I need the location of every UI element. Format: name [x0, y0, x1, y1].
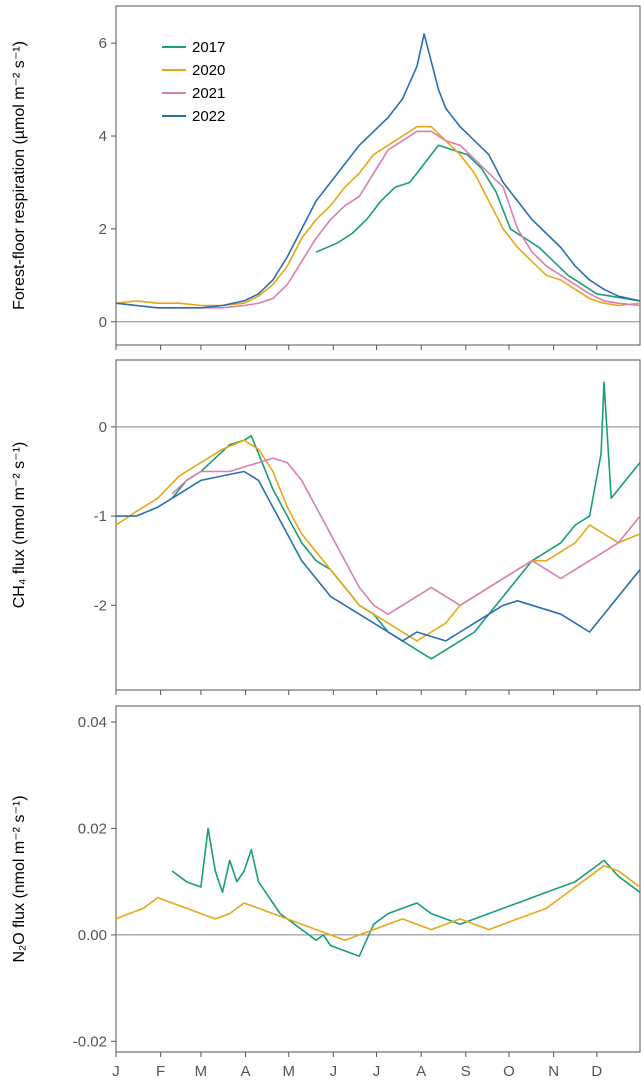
y-tick-label: -1 — [94, 508, 107, 525]
x-tick-label-month: M — [195, 1063, 208, 1080]
y-tick-label: 0.02 — [78, 820, 107, 837]
y-tick-label: 0 — [99, 419, 107, 436]
y-tick-label: 2 — [99, 221, 107, 238]
series-line-2020 — [115, 864, 641, 942]
series-line-2021 — [115, 130, 641, 309]
y-tick-label: 0 — [99, 314, 107, 331]
series-line-2020 — [115, 125, 641, 307]
x-tick-label-month: J — [373, 1063, 381, 1080]
x-tick-label-month: F — [156, 1063, 165, 1080]
x-tick-label-month: A — [416, 1063, 426, 1080]
series-line-2017 — [315, 144, 641, 302]
x-tick-label-month: S — [461, 1063, 471, 1080]
x-tick-label-month: M — [282, 1063, 295, 1080]
y-axis-label: CH₄ flux (nmol m⁻² s⁻¹) — [11, 442, 28, 609]
series-line-2021 — [171, 457, 641, 616]
x-tick-label-month: A — [241, 1063, 251, 1080]
panel-1: 0 2 4 6 Forest-floor respiration (µmol m⁻² s… — [11, 5, 641, 350]
panel-frame — [115, 359, 641, 691]
y-tick-label: -0.02 — [73, 1033, 107, 1050]
y-axis-label: Forest-floor respiration (µmol m⁻² s⁻¹) — [11, 41, 28, 310]
panel-frame — [115, 705, 641, 1053]
legend-label-2022: 2022 — [192, 108, 225, 125]
panel-frame — [115, 5, 641, 346]
series-line-2022 — [115, 33, 641, 309]
y-tick-label: 6 — [99, 35, 107, 52]
y-tick-label: 0.00 — [78, 927, 107, 944]
series-line-2022 — [116, 470, 641, 642]
y-tick-label: 4 — [99, 128, 107, 145]
panel-2: 0 -1 -2 CH₄ flux (nmol m⁻² s⁻¹) — [11, 359, 641, 695]
series-line-2017 — [171, 381, 641, 660]
legend-label-2021: 2021 — [192, 85, 225, 102]
series-line-2020 — [115, 439, 641, 642]
x-tick-label-month: D — [591, 1063, 602, 1080]
legend-label-2017: 2017 — [192, 39, 225, 56]
y-axis-label: N₂O flux (nmol m⁻² s⁻¹) — [11, 795, 28, 962]
panel-3: 0.04 0.02 0.00 -0.02 J F M A M J J A S O N D N₂O flux (n… — [11, 705, 641, 1080]
legend-label-2020: 2020 — [192, 62, 225, 79]
x-tick-label-month: N — [548, 1063, 559, 1080]
x-tick-label-month: J — [112, 1063, 120, 1080]
y-tick-label: 0.04 — [78, 714, 107, 731]
legend: 2017 2020 2021 2022 — [162, 39, 225, 125]
y-tick-label: -2 — [94, 597, 107, 614]
x-tick-label-month: O — [503, 1063, 515, 1080]
series-line-2017 — [171, 827, 641, 958]
x-tick-label-month: J — [330, 1063, 338, 1080]
